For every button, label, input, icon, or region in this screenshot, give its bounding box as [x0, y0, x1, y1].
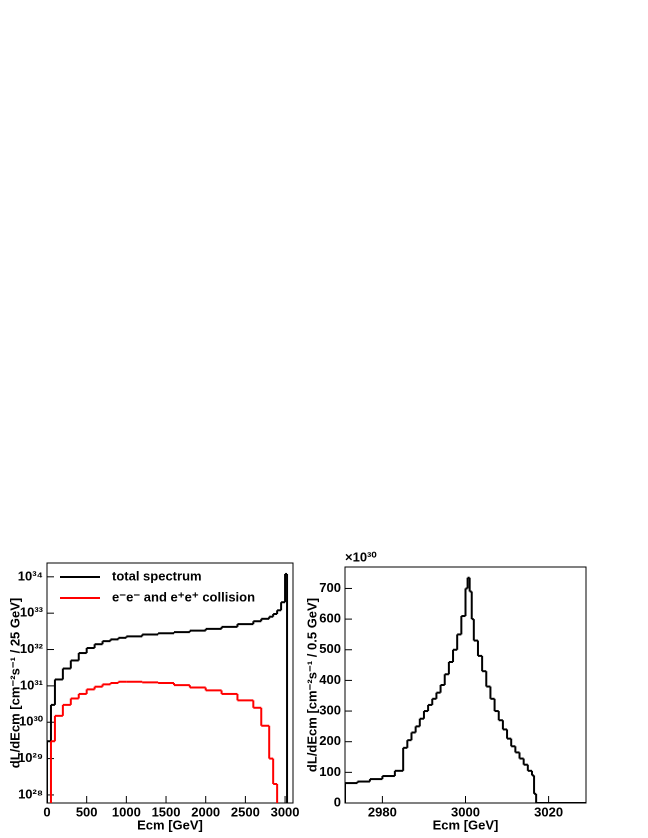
y-tick-label: 100	[319, 764, 341, 779]
y-tick-label: 10³¹	[20, 677, 43, 692]
x-tick-label: 500	[76, 804, 98, 819]
legend-label: e⁻e⁻ and e⁺e⁺ collision	[112, 589, 255, 604]
y-tick-label: 700	[319, 580, 341, 595]
y-tick-label: 300	[319, 702, 341, 717]
x-tick-label: 3000	[451, 804, 480, 819]
y-tick-label: 0	[334, 794, 341, 809]
y-tick-label: 10³³	[20, 605, 44, 620]
y-tick-label: 200	[319, 733, 341, 748]
x-tick-label: 2500	[231, 804, 260, 819]
y-tick-label: 10³⁰	[19, 714, 44, 729]
x-axis-label: Ecm [GeV]	[433, 817, 499, 832]
axis-multiplier: ×10³⁰	[345, 549, 377, 564]
right-chart: 2980 3000 3020 0 100 200 300 400 500 600 700 Ecm [G…	[304, 549, 587, 832]
y-tick-label: 600	[319, 611, 341, 626]
x-axis-label: Ecm [GeV]	[137, 817, 203, 832]
x-tick-label: 2980	[368, 804, 397, 819]
x-tick-label: 3000	[271, 804, 300, 819]
y-axis-label: dL/dEcm [cm⁻²s⁻¹ / 0.5 GeV]	[304, 598, 319, 772]
x-tick-label: 2000	[191, 804, 220, 819]
y-tick-label: 400	[319, 672, 341, 687]
series-group	[47, 572, 289, 803]
x-tick-label: 0	[43, 804, 50, 819]
y-tick-label: 10³⁴	[18, 568, 43, 583]
y-tick-label: 500	[319, 641, 341, 656]
legend-label: total spectrum	[112, 568, 202, 583]
y-tick-label: 10³²	[20, 641, 44, 656]
x-tick-label: 1000	[112, 804, 141, 819]
plot-frame	[46, 562, 294, 804]
left-chart: 0 500 1000 1500 2000 2500 3000 10²⁸ 10²⁹ 10³⁰ 10³¹…	[7, 562, 300, 832]
x-tick-label: 1500	[152, 804, 181, 819]
series-group	[345, 576, 586, 803]
y-tick-label: 10²⁸	[18, 786, 43, 801]
y-tick-label: 10²⁹	[18, 750, 43, 765]
y-axis-label: dL/dEcm [cm⁻²s⁻¹ / 25 GeV]	[7, 598, 22, 769]
x-tick-label: 3020	[534, 804, 563, 819]
